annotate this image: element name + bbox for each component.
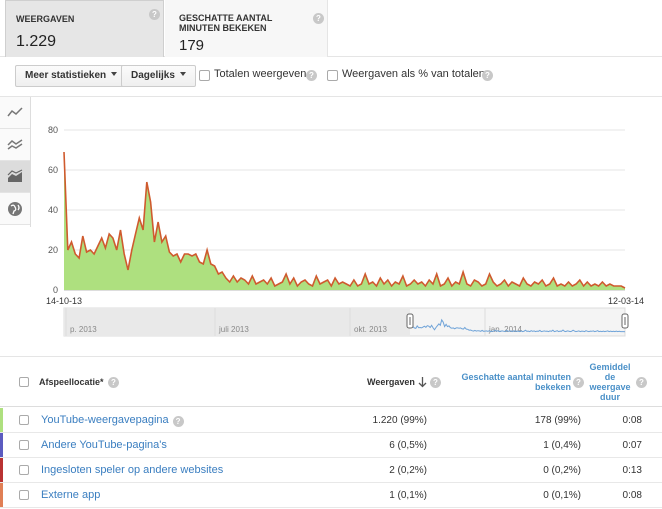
- views-cell: 1 (0,1%): [389, 490, 427, 501]
- table-header: Afspeellocatie* ? Weergaven ? Geschatte …: [0, 356, 662, 407]
- help-icon[interactable]: ?: [306, 70, 317, 81]
- y-tick-label: 80: [48, 125, 58, 135]
- timeline-unselected-range: [64, 308, 410, 336]
- location-link[interactable]: Externe app: [41, 489, 101, 501]
- row-checkbox[interactable]: [19, 490, 29, 500]
- metric-cards: WEERGAVEN 1.229 ? GESCHATTE AANTAL MINUT…: [0, 0, 662, 57]
- duration-cell: 0:08: [622, 415, 642, 426]
- duration-cell: 0:13: [622, 465, 642, 476]
- multi-line-chart-button[interactable]: [0, 129, 30, 161]
- multi-line-chart-icon: [7, 139, 23, 150]
- caret-down-icon: [179, 72, 186, 76]
- chart-toolbar: Meer statistieken Dagelijks Totalen weer…: [0, 57, 662, 97]
- map-chart-button[interactable]: [0, 193, 30, 225]
- avg-duration-column-header[interactable]: Gemiddel de weergave duur: [589, 362, 631, 402]
- help-icon[interactable]: ?: [172, 416, 184, 427]
- row-checkbox[interactable]: [19, 440, 29, 450]
- area-chart-icon: [7, 169, 23, 182]
- x-end-label: 12-03-14: [608, 296, 644, 306]
- chart-type-rail: [0, 97, 31, 227]
- interval-dropdown[interactable]: Dagelijks: [121, 65, 196, 87]
- help-icon[interactable]: ?: [149, 9, 160, 20]
- totals-label: Totalen weergeven: [214, 68, 307, 80]
- table-row[interactable]: Ingesloten speler op andere websites 2 (…: [0, 458, 662, 483]
- timeline-label: jan. 2014: [488, 325, 522, 334]
- sort-down-arrow-icon: [418, 377, 427, 388]
- minutes-cell: 0 (0,2%): [543, 465, 581, 476]
- minutes-cell: 178 (99%): [534, 415, 581, 426]
- minutes-metric-card[interactable]: GESCHATTE AANTAL MINUTEN BEKEKEN 179 ?: [165, 0, 328, 57]
- row-checkbox[interactable]: [19, 415, 29, 425]
- location-link[interactable]: YouTube-weergavepagina?: [41, 414, 184, 427]
- table-row[interactable]: Andere YouTube-pagina's 6 (0,5%) 1 (0,4%…: [0, 433, 662, 458]
- series-line: [63, 151, 626, 289]
- line-chart-icon: [7, 107, 23, 117]
- y-tick-label: 0: [53, 285, 58, 295]
- views-metric-label: WEERGAVEN: [16, 14, 75, 24]
- minutes-metric-label: GESCHATTE AANTAL MINUTEN BEKEKEN: [179, 13, 273, 33]
- series-area: [64, 152, 625, 290]
- views-cell: 2 (0,2%): [389, 465, 427, 476]
- y-tick-label: 20: [48, 245, 58, 255]
- percent-label: Weergaven als % van totalen: [342, 68, 485, 80]
- views-cell: 1.220 (99%): [372, 415, 427, 426]
- totals-checkbox[interactable]: [199, 70, 210, 81]
- location-column-header[interactable]: Afspeellocatie*: [39, 377, 104, 387]
- minutes-metric-value: 179: [179, 37, 205, 54]
- series-color-marker: [0, 458, 3, 482]
- views-metric-value: 1.229: [16, 33, 57, 50]
- help-icon[interactable]: ?: [482, 70, 493, 81]
- minutes-cell: 0 (0,1%): [543, 490, 581, 501]
- help-icon[interactable]: ?: [573, 377, 584, 388]
- y-tick-label: 40: [48, 205, 58, 215]
- help-icon[interactable]: ?: [313, 13, 324, 24]
- views-column-header[interactable]: Weergaven: [367, 377, 415, 387]
- table-row[interactable]: Externe app 1 (0,1%) 0 (0,1%) 0:08: [0, 483, 662, 508]
- help-icon[interactable]: ?: [108, 377, 119, 388]
- percent-checkbox[interactable]: [327, 70, 338, 81]
- timeline-mini-line: [409, 316, 626, 333]
- views-area-chart: 0 20 40 60 80 14-10-13 12-03-14 p. 2013 juli 201…: [46, 125, 644, 337]
- views-cell: 6 (0,5%): [389, 440, 427, 451]
- series-color-marker: [0, 433, 3, 457]
- more-stats-dropdown[interactable]: Meer statistieken: [15, 65, 128, 87]
- minutes-cell: 1 (0,4%): [543, 440, 581, 451]
- row-checkbox[interactable]: [19, 465, 29, 475]
- line-chart-button[interactable]: [0, 97, 30, 129]
- timeline-label: juli 2013: [218, 325, 249, 334]
- views-metric-card[interactable]: WEERGAVEN 1.229 ?: [5, 0, 164, 57]
- timeline-label: p. 2013: [70, 325, 97, 334]
- timeline-label: okt. 2013: [354, 325, 387, 334]
- minutes-column-header[interactable]: Geschatte aantal minuten bekeken: [461, 372, 571, 392]
- location-link[interactable]: Ingesloten speler op andere websites: [41, 464, 224, 476]
- select-all-checkbox[interactable]: [19, 377, 29, 387]
- caret-down-icon: [111, 72, 118, 76]
- help-icon[interactable]: ?: [636, 377, 647, 388]
- location-link[interactable]: Andere YouTube-pagina's: [41, 439, 167, 451]
- duration-cell: 0:07: [622, 440, 642, 451]
- series-color-marker: [0, 408, 3, 432]
- duration-cell: 0:08: [622, 490, 642, 501]
- help-icon[interactable]: ?: [430, 377, 441, 388]
- table-row[interactable]: YouTube-weergavepagina? 1.220 (99%) 178 …: [0, 408, 662, 433]
- globe-icon: [8, 202, 22, 216]
- area-chart-button[interactable]: [0, 161, 30, 193]
- y-tick-label: 60: [48, 165, 58, 175]
- series-color-marker: [0, 483, 3, 507]
- x-start-label: 14-10-13: [46, 296, 82, 306]
